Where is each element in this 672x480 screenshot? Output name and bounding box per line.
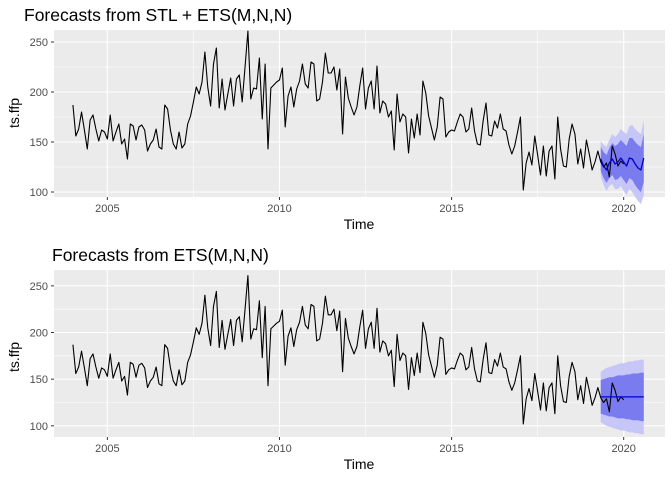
panel-title: Forecasts from STL + ETS(M,N,N)	[24, 5, 292, 25]
y-tick-label: 150	[30, 374, 48, 386]
series-lines	[72, 275, 644, 425]
observed-series-line	[72, 275, 625, 425]
y-tick-label: 150	[30, 137, 48, 149]
y-axis-title: ts.ffp	[6, 98, 22, 128]
x-axis-title: Time	[344, 216, 375, 232]
point-forecast-line	[600, 157, 645, 171]
plot-background	[54, 30, 665, 197]
x-tick-label: 2005	[95, 203, 119, 215]
ets-forecast-panel: Forecasts from ETS(M,N,N) 2005 2010 2015 20…	[6, 245, 665, 472]
y-tick-label: 100	[30, 421, 48, 433]
y-axis-title: ts.ffp	[6, 342, 22, 372]
observed-series-line	[72, 30, 625, 191]
x-tick-label: 2010	[267, 203, 291, 215]
y-tick-label: 200	[30, 87, 48, 99]
x-tick-label: 2015	[439, 203, 463, 215]
y-tick-label: 250	[30, 281, 48, 293]
series-lines	[72, 30, 645, 191]
axis-ticks: 2005 2010 2015 2020 100 150 200 250	[30, 281, 636, 455]
axis-ticks: 2005 2010 2015 2020 100 150 200 250	[30, 37, 636, 215]
y-tick-label: 200	[30, 328, 48, 340]
x-tick-label: 2015	[439, 443, 463, 455]
x-axis-title: Time	[344, 456, 375, 472]
y-tick-label: 100	[30, 187, 48, 199]
x-tick-label: 2005	[95, 443, 119, 455]
y-tick-label: 250	[30, 37, 48, 49]
panel-title: Forecasts from ETS(M,N,N)	[52, 245, 269, 265]
x-tick-label: 2020	[611, 203, 635, 215]
plot-background	[54, 270, 665, 437]
gridlines	[54, 270, 665, 437]
x-tick-label: 2020	[611, 443, 635, 455]
stl-ets-forecast-panel: Forecasts from STL + ETS(M,N,N) 2005 2010…	[6, 5, 665, 232]
x-tick-label: 2010	[267, 443, 291, 455]
